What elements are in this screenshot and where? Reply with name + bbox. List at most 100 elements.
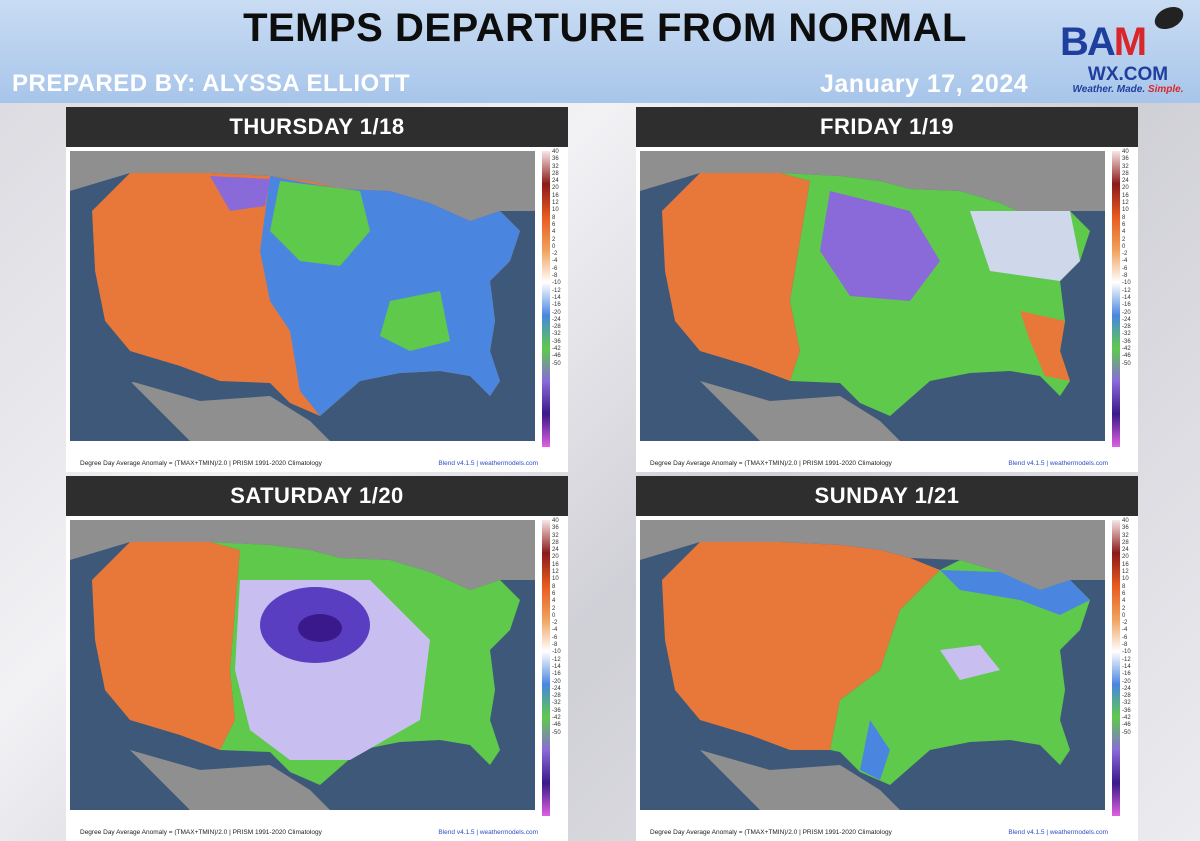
logo-tagline: Weather. Made. Simple. [1072,84,1184,95]
scale-tick-label: -6 [1122,634,1128,641]
scale-tick-label: 32 [552,532,559,539]
scale-tick-label: -42 [552,715,561,722]
footer-left: Degree Day Average Anomaly = (TMAX+TMIN)… [80,460,322,467]
scale-tick-label: 32 [1122,163,1129,170]
scale-tick-label: -16 [552,302,561,309]
map-card: 40 36 32 28 24 20 16 12 10 8 6 4 2 0 -2 -4 -6 -8 -10 -12 -14… [636,147,1138,472]
scale-tick-label: -20 [552,309,561,316]
scale-tick-label: -4 [552,258,558,265]
map-panel-sunday: SUNDAY 1/21 40 36 32 28 24 20 16 12 10 8 6 4 2 0 -2 -4-… [636,476,1138,841]
scale-tick-label: -2 [552,251,558,258]
scale-tick-label: -6 [552,265,558,272]
footer-left: Degree Day Average Anomaly = (TMAX+TMIN)… [650,829,892,836]
scale-tick-label: -14 [1122,294,1131,301]
scale-tick-label: -8 [1122,273,1128,280]
footer-left: Degree Day Average Anomaly = (TMAX+TMIN)… [650,460,892,467]
scale-tick-label: -8 [1122,642,1128,649]
scale-tick-label: -16 [1122,302,1131,309]
scale-tick-label: -16 [1122,671,1131,678]
logo-domain: WX.COM [1087,64,1169,85]
prepared-by-label: PREPARED BY: ALYSSA ELLIOTT [12,70,410,97]
scale-tick-label: 6 [1122,590,1126,597]
scale-tick-label: -42 [1122,715,1131,722]
scale-tick-label: -6 [1122,265,1128,272]
scale-tick-label: 24 [1122,547,1129,554]
anomaly-map [640,151,1105,441]
scale-tick-label: 0 [552,243,556,250]
scale-tick-label: 0 [1122,243,1126,250]
scale-tick-label: 8 [1122,214,1126,221]
scale-tick-label: 4 [1122,229,1126,236]
scale-tick-label: -12 [552,287,561,294]
scale-tick-label: -36 [1122,707,1131,714]
map-panel-friday: FRIDAY 1/19 40 36 32 28 24 20 16 12 10 8 6 4 2 0 -2 -4-… [636,107,1138,472]
anomaly-map [70,151,535,441]
footer-right: Blend v4.1.5 | weathermodels.com [1008,460,1108,467]
scale-tick-label: -32 [552,700,561,707]
scale-tick-label: -50 [552,729,561,736]
scale-tick-label: -12 [1122,287,1131,294]
scale-tick-label: 40 [1122,518,1129,524]
footer-right: Blend v4.1.5 | weathermodels.com [438,460,538,467]
scale-tick-label: -14 [1122,663,1131,670]
scale-tick-label: -12 [552,656,561,663]
scale-tick-label: 10 [552,576,559,583]
scale-tick-label: -46 [1122,353,1131,360]
scale-tick-label: -32 [1122,331,1131,338]
map-card: 40 36 32 28 24 20 16 12 10 8 6 4 2 0 -2 -4 -6 -8 -10 -12 -14… [66,147,568,472]
scale-tick-label: 2 [552,236,556,243]
color-scale [542,520,550,816]
scale-tick-label: -14 [552,294,561,301]
scale-tick-label: 0 [552,612,556,619]
color-scale [542,151,550,447]
scale-tick-label: -32 [1122,700,1131,707]
panel-title: THURSDAY 1/18 [66,107,568,147]
scale-tick-label: -12 [1122,656,1131,663]
scale-tick-label: 6 [552,590,556,597]
scale-tick-label: 6 [1122,221,1126,228]
panel-title: FRIDAY 1/19 [636,107,1138,147]
scale-tick-label: 10 [1122,576,1129,583]
scale-tick-label: -28 [552,693,561,700]
footer-right: Blend v4.1.5 | weathermodels.com [1008,829,1108,836]
scale-tick-label: 28 [552,170,559,177]
scale-tick-label: -50 [1122,729,1131,736]
scale-tick-label: -20 [1122,309,1131,316]
scale-tick-label: 20 [1122,185,1129,192]
map-card: 40 36 32 28 24 20 16 12 10 8 6 4 2 0 -2 -4 -6 -8 -10 -12 -14… [636,516,1138,841]
anomaly-map [70,520,535,810]
scale-tick-label: -28 [552,324,561,331]
scale-tick-label: 2 [1122,236,1126,243]
scale-tick-label: -14 [552,663,561,670]
scale-tick-label: 12 [1122,569,1129,576]
map-panel-thursday: THURSDAY 1/18 40 36 32 28 24 20 16 12 10 8 6 4 2 0 -2-… [66,107,568,472]
scale-tick-label: -2 [1122,620,1128,627]
scale-tick-label: -4 [552,627,558,634]
scale-tick-label: -24 [1122,685,1131,692]
scale-tick-label: 28 [1122,170,1129,177]
scale-tick-label: 4 [552,229,556,236]
scale-tick-label: 6 [552,221,556,228]
scale-tick-label: 16 [552,192,559,199]
scale-tick-label: -10 [1122,649,1131,656]
scale-tick-label: -42 [552,346,561,353]
scale-tick-label: -10 [552,649,561,656]
scale-tick-label: 24 [1122,178,1129,185]
scale-tick-label: -16 [552,671,561,678]
scale-tick-label: 28 [1122,539,1129,546]
scale-tick-label: -46 [1122,722,1131,729]
scale-tick-label: 2 [552,605,556,612]
scale-tick-label: 36 [552,156,559,163]
page-title: TEMPS DEPARTURE FROM NORMAL [243,6,967,50]
scale-tick-label: 16 [1122,561,1129,568]
date-label: January 17, 2024 [820,70,1029,98]
scale-tick-label: -10 [552,280,561,287]
footer-left: Degree Day Average Anomaly = (TMAX+TMIN)… [80,829,322,836]
scale-tick-label: -42 [1122,346,1131,353]
scale-tick-label: 12 [1122,200,1129,207]
scale-tick-label: -20 [552,678,561,685]
scale-tick-label: -46 [552,353,561,360]
scale-tick-label: -2 [552,620,558,627]
scale-tick-label: -32 [552,331,561,338]
scale-labels: 40 36 32 28 24 20 16 12 10 8 6 4 2 0 -2 -4 -6 -8 -10 -12 -14… [1122,518,1136,818]
